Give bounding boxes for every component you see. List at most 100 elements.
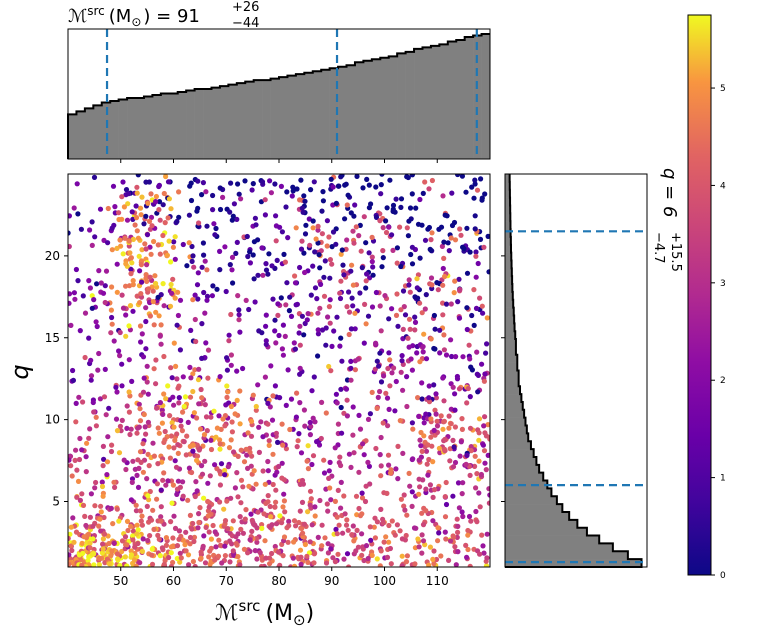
scatter-point: [171, 513, 177, 519]
scatter-point: [180, 479, 186, 485]
scatter-point: [253, 222, 259, 228]
scatter-point: [369, 389, 375, 395]
scatter-point: [168, 519, 174, 525]
scatter-point: [117, 329, 123, 336]
scatter-point: [464, 225, 470, 231]
scatter-point: [137, 508, 144, 514]
scatter-point: [338, 404, 344, 411]
scatter-point: [166, 554, 172, 561]
scatter-point: [127, 303, 134, 309]
top-histogram-bar: [422, 47, 432, 160]
scatter-point: [88, 373, 95, 379]
scatter-point: [333, 391, 339, 397]
scatter-point: [268, 190, 274, 196]
scatter-point: [410, 426, 416, 432]
scatter-point: [228, 403, 234, 410]
scatter-point: [116, 348, 122, 354]
x-tick-label: 60: [166, 574, 181, 588]
scatter-point: [443, 501, 450, 508]
scatter-point: [129, 378, 135, 384]
scatter-point: [207, 561, 213, 567]
scatter-point: [474, 349, 480, 355]
scatter-point: [298, 246, 305, 252]
right-histogram-bar: [505, 229, 511, 238]
top-histogram-bar: [430, 45, 440, 159]
scatter-point: [460, 354, 466, 360]
right-histogram-bar: [505, 213, 511, 222]
scatter-point: [305, 559, 311, 566]
scatter-point: [145, 286, 152, 292]
scatter-point: [476, 416, 483, 422]
scatter-point: [253, 407, 259, 413]
y-tick-label: 10: [45, 413, 60, 427]
scatter-point: [228, 180, 234, 186]
scatter-point: [354, 174, 360, 179]
scatter-point: [297, 400, 303, 406]
scatter-point: [192, 316, 198, 323]
scatter-point: [196, 510, 202, 517]
scatter-point: [403, 532, 409, 539]
scatter-point: [383, 229, 390, 236]
scatter-point: [73, 447, 79, 453]
scatter-point: [194, 415, 200, 421]
scatter-point: [188, 197, 195, 204]
scatter-point: [453, 562, 459, 567]
scatter-point: [212, 232, 218, 238]
scatter-point: [414, 350, 420, 356]
scatter-point: [333, 200, 339, 206]
top-histogram-bar: [118, 99, 128, 159]
scatter-point: [201, 252, 207, 258]
top-title-unit: (M: [109, 6, 132, 27]
scatter-point: [132, 222, 138, 228]
scatter-point: [255, 272, 261, 278]
scatter-point: [377, 452, 383, 458]
scatter-point: [144, 503, 150, 509]
scatter-point: [287, 426, 293, 433]
scatter-point: [145, 419, 151, 425]
scatter-point: [458, 439, 464, 445]
scatter-point: [210, 283, 216, 289]
scatter-point: [168, 281, 174, 288]
scatter-point: [233, 250, 239, 256]
scatter-point: [141, 375, 147, 381]
scatter-point: [213, 434, 219, 440]
scatter-point: [384, 395, 391, 401]
scatter-point: [362, 498, 369, 505]
scatter-point: [473, 249, 479, 255]
scatter-point: [281, 534, 288, 540]
scatter-point: [301, 521, 308, 527]
scatter-point: [72, 457, 78, 463]
scatter-point: [247, 260, 253, 266]
scatter-point: [89, 293, 95, 299]
scatter-point: [281, 498, 287, 504]
scatter-point: [238, 447, 244, 453]
x-tick-label: 110: [426, 574, 449, 588]
scatter-point: [319, 327, 326, 333]
scatter-point: [137, 323, 144, 329]
scatter-point: [170, 244, 176, 250]
scatter-point: [265, 493, 271, 499]
scatter-point: [115, 556, 121, 562]
scatter-point: [285, 539, 291, 545]
scatter-point: [287, 294, 293, 300]
right-histogram-bar: [505, 362, 518, 371]
scatter-point: [400, 450, 406, 456]
scatter-point: [301, 332, 307, 338]
scatter-point: [473, 305, 480, 311]
scatter-point: [186, 465, 192, 471]
scatter-point: [381, 539, 387, 545]
scatter-point: [327, 275, 333, 281]
scatter-point: [423, 411, 429, 417]
right-title-main: q = 6: [659, 168, 680, 217]
scatter-point: [151, 366, 157, 372]
scatter-point: [363, 483, 369, 489]
scatter-point: [224, 498, 230, 504]
scatter-point: [397, 528, 403, 534]
scatter-point: [448, 235, 454, 241]
scatter-background: [68, 174, 490, 567]
scatter-point: [146, 463, 152, 469]
scatter-point: [172, 234, 178, 240]
scatter-point: [449, 190, 455, 196]
scatter-point: [379, 174, 385, 177]
